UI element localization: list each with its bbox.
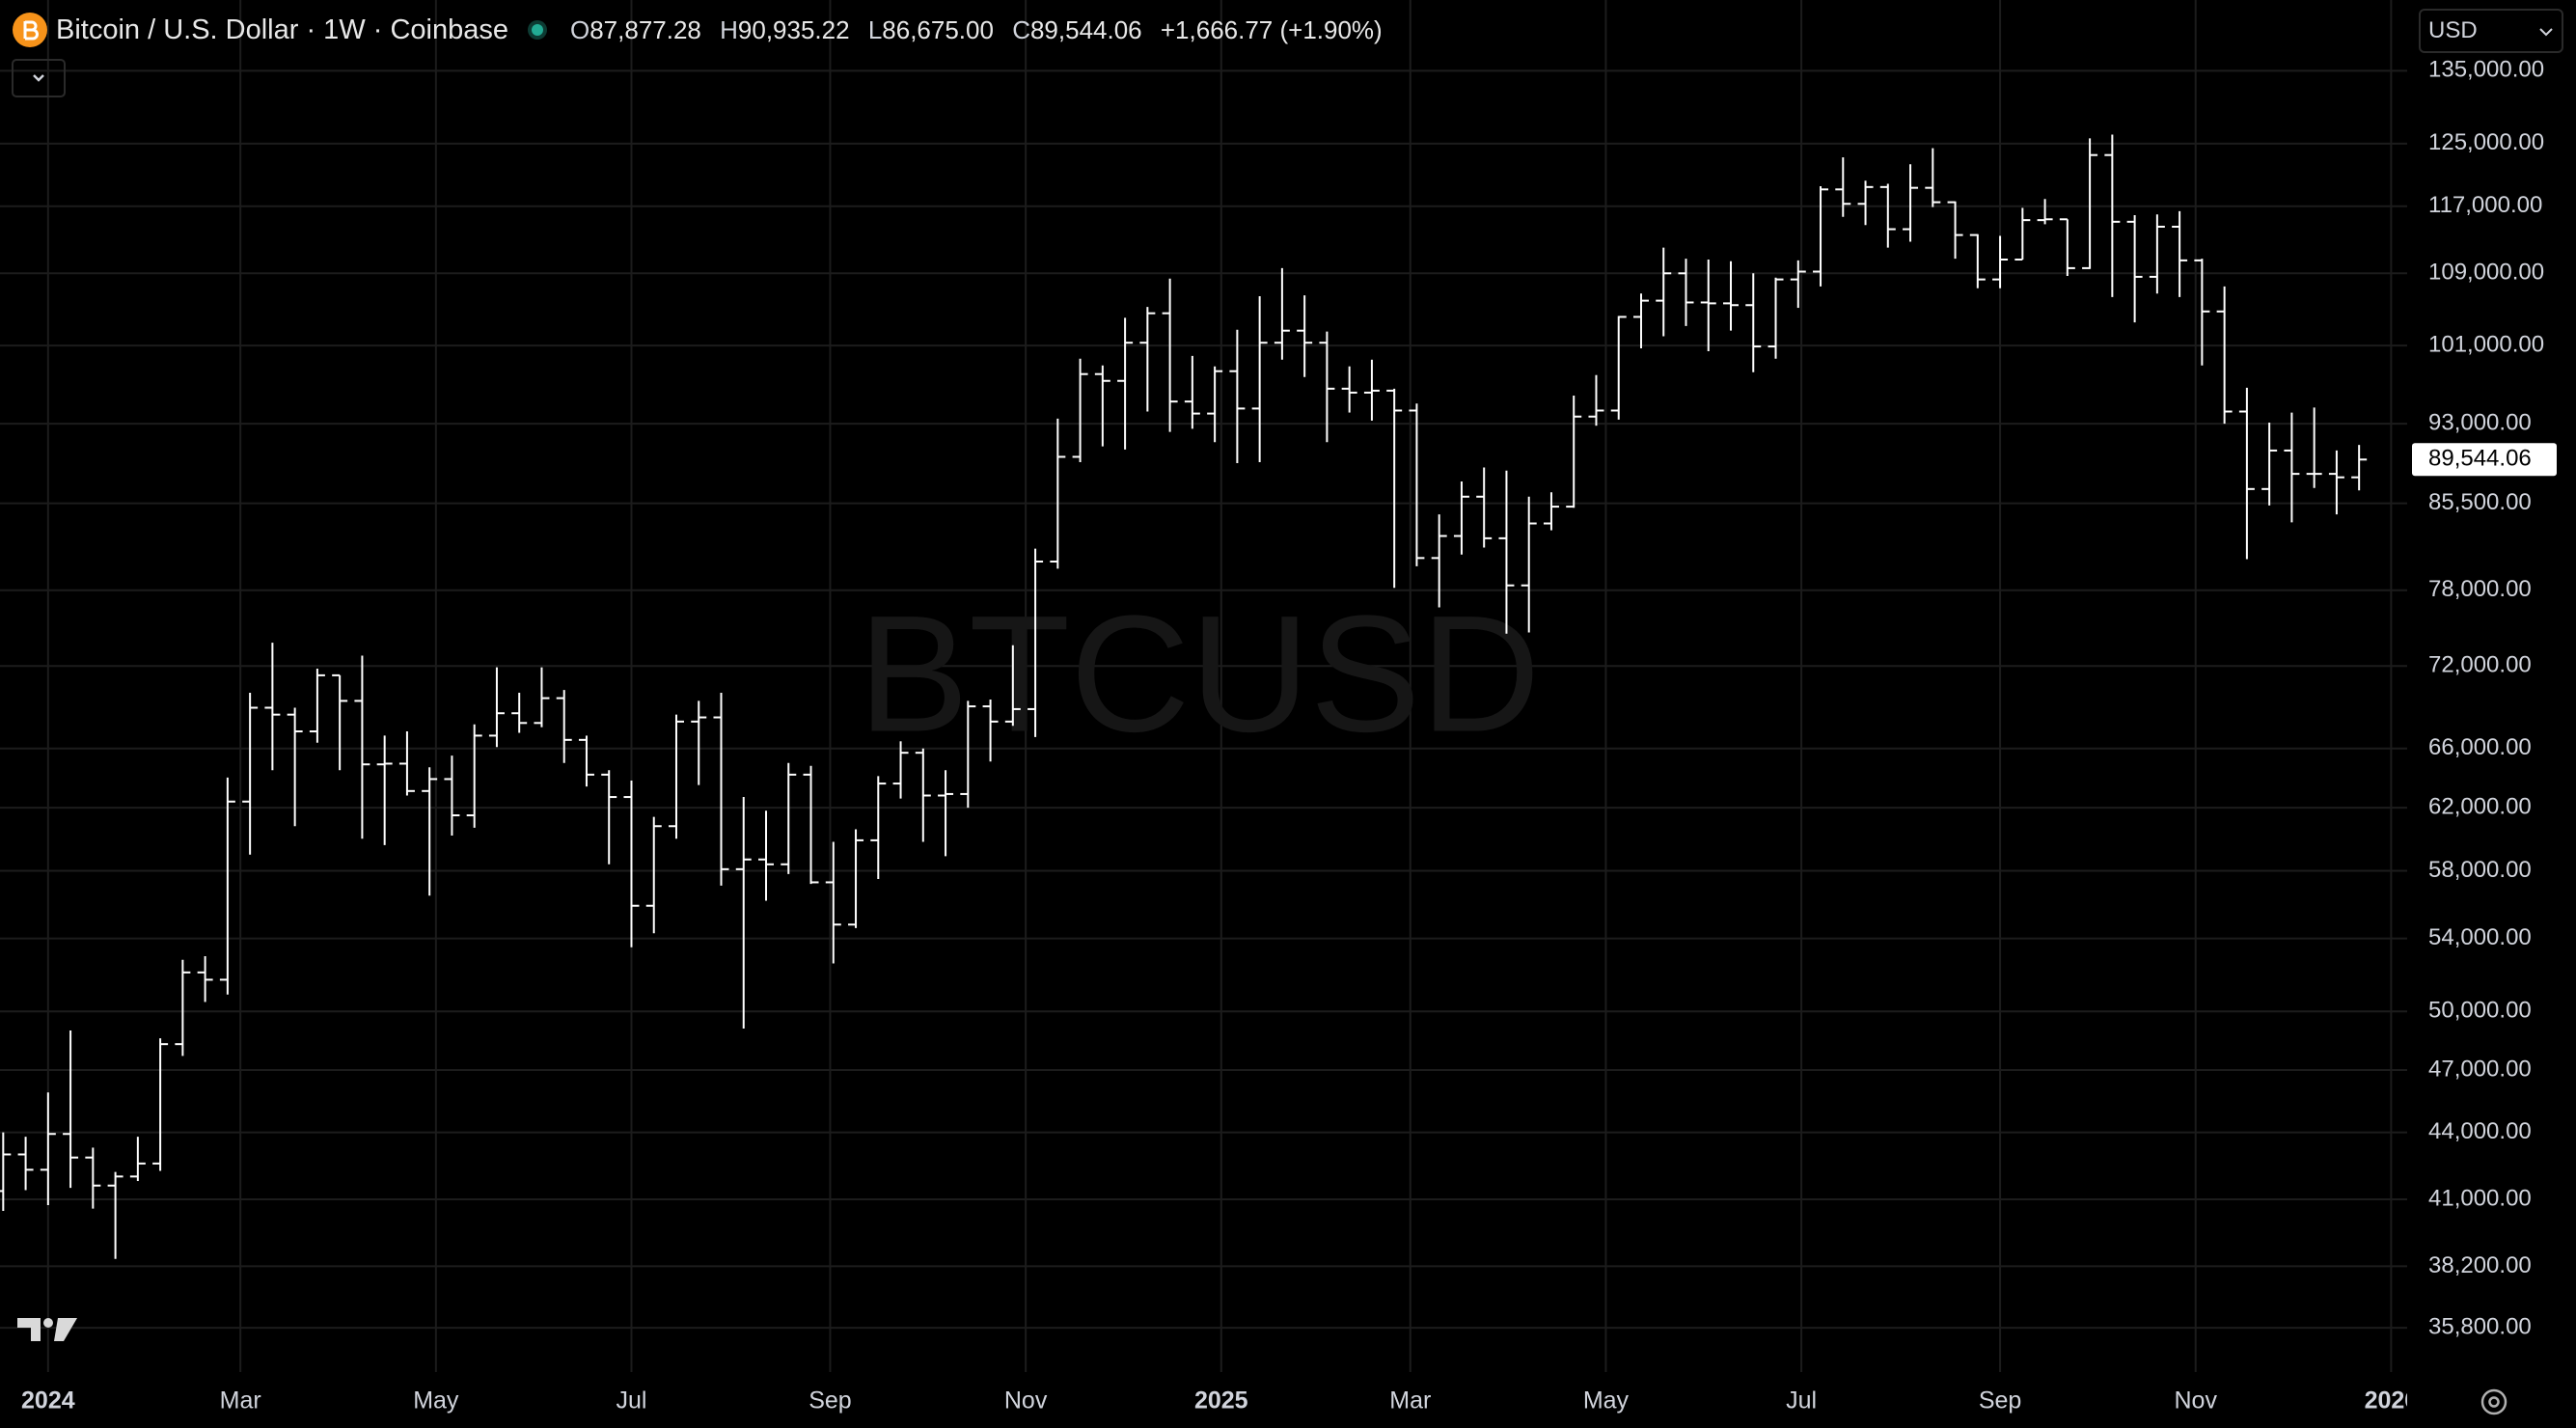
y-tick-label: 85,500.00 bbox=[2428, 489, 2532, 515]
low-value: 86,675.00 bbox=[882, 14, 994, 44]
ohlc-values: O87,877.28 H90,935.22 L86,675.00 C89,544… bbox=[570, 15, 1394, 45]
watermark: BTCUSD bbox=[858, 581, 1540, 766]
bars bbox=[0, 134, 2368, 1259]
ohlc-prefix: L bbox=[867, 14, 883, 44]
price-axis-panel bbox=[2407, 0, 2576, 1428]
logo-part bbox=[43, 1318, 53, 1328]
y-tick-label: 62,000.00 bbox=[2428, 793, 2532, 819]
x-tick-label: Nov bbox=[2174, 1387, 2217, 1414]
x-tick-label: 2025 bbox=[1194, 1387, 1248, 1414]
y-tick-label: 78,000.00 bbox=[2428, 576, 2532, 602]
y-tick-label: 58,000.00 bbox=[2428, 857, 2532, 883]
y-axis: 35,800.00 38,200.00 41,000.00 44,000.00 47,0… bbox=[2412, 57, 2557, 1339]
x-tick-label: May bbox=[1583, 1387, 1630, 1414]
x-tick-label: Mar bbox=[1389, 1387, 1431, 1414]
y-tick-label: 117,000.00 bbox=[2428, 192, 2542, 218]
ohlc-prefix: C bbox=[1012, 14, 1030, 44]
x-axis: 2024 Mar May Jul Sep Nov 2025 Mar May Jul Sep Nov 20… bbox=[21, 1387, 2418, 1414]
chevron-icon[interactable] bbox=[14, 61, 64, 96]
collapse-legend-button[interactable] bbox=[12, 59, 66, 97]
high-value: 90,935.22 bbox=[737, 14, 850, 44]
y-tick-label: 66,000.00 bbox=[2428, 734, 2532, 760]
dropdown-chevron[interactable] bbox=[2539, 28, 2553, 37]
logo-part bbox=[54, 1318, 77, 1341]
bitcoin-icon bbox=[13, 13, 47, 47]
x-tick-label: 2024 bbox=[21, 1387, 75, 1414]
status-dot bbox=[531, 24, 543, 36]
x-tick-label: Nov bbox=[1004, 1387, 1048, 1414]
y-tick-label: 125,000.00 bbox=[2428, 129, 2544, 155]
symbol-title: Bitcoin / U.S. Dollar · 1W · Coinbase bbox=[56, 14, 508, 45]
x-tick-label: Mar bbox=[220, 1387, 261, 1414]
currency-select[interactable]: USD bbox=[2419, 9, 2563, 53]
y-tick-label: 101,000.00 bbox=[2428, 331, 2544, 357]
y-tick-label: 109,000.00 bbox=[2428, 260, 2544, 286]
ohlc-prefix: H bbox=[720, 14, 738, 44]
legend-header: Bitcoin / U.S. Dollar · 1W · Coinbase O8… bbox=[12, 10, 1394, 50]
y-tick-label: 44,000.00 bbox=[2428, 1118, 2532, 1144]
settings-button[interactable] bbox=[2480, 1388, 2507, 1415]
y-tick-label: 135,000.00 bbox=[2428, 57, 2544, 83]
last-price-label: 89,544.06 bbox=[2428, 446, 2532, 472]
x-tick-label: May bbox=[413, 1387, 459, 1414]
settings-icon[interactable] bbox=[2480, 1388, 2507, 1415]
close-value: 89,544.06 bbox=[1029, 14, 1142, 44]
x-tick-label: Sep bbox=[1979, 1387, 2021, 1414]
y-tick-label: 93,000.00 bbox=[2428, 409, 2532, 435]
y-tick-label: 54,000.00 bbox=[2428, 924, 2532, 950]
x-tick-label: Jul bbox=[616, 1387, 646, 1414]
open-value: 87,877.28 bbox=[589, 14, 701, 44]
y-tick-label: 38,200.00 bbox=[2428, 1252, 2532, 1278]
y-tick-label: 72,000.00 bbox=[2428, 652, 2532, 678]
change-value: +1,666.77 (+1.90%) bbox=[1160, 14, 1383, 44]
x-tick-label: Jul bbox=[1786, 1387, 1817, 1414]
logo-part bbox=[17, 1318, 41, 1341]
dropdown-icon[interactable] bbox=[2538, 26, 2554, 38]
y-tick-label: 35,800.00 bbox=[2428, 1313, 2532, 1339]
tradingview-logo bbox=[17, 1318, 77, 1341]
y-tick-label: 50,000.00 bbox=[2428, 998, 2532, 1024]
settings-icon[interactable] bbox=[2488, 1396, 2500, 1408]
chevron[interactable] bbox=[33, 74, 44, 82]
last-price-box bbox=[2412, 443, 2557, 477]
x-tick-label: Sep bbox=[808, 1387, 851, 1414]
ohlc-prefix: O bbox=[569, 14, 590, 44]
bitcoin-glyph bbox=[23, 20, 39, 41]
y-tick-label: 41,000.00 bbox=[2428, 1185, 2532, 1211]
market-status bbox=[527, 20, 547, 40]
y-tick-label: 47,000.00 bbox=[2428, 1056, 2532, 1082]
currency-label[interactable]: USD bbox=[2428, 17, 2478, 43]
